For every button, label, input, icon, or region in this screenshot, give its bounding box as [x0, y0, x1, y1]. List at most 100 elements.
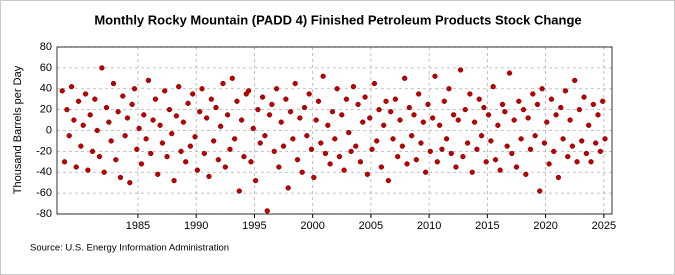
- data-point: [504, 143, 510, 149]
- data-point: [162, 88, 168, 94]
- data-point: [425, 101, 431, 108]
- data-point: [192, 134, 198, 140]
- data-point: [96, 153, 103, 160]
- data-point: [229, 75, 235, 81]
- data-point: [306, 91, 312, 97]
- data-point: [593, 140, 599, 146]
- data-point: [304, 133, 310, 139]
- data-point: [134, 146, 140, 152]
- data-point: [278, 119, 284, 125]
- y-tick-label: 20: [40, 104, 52, 116]
- data-point: [383, 98, 389, 104]
- data-point: [315, 98, 322, 104]
- data-point: [122, 133, 128, 139]
- data-point: [497, 167, 503, 173]
- data-point: [248, 159, 254, 165]
- data-point: [208, 96, 214, 102]
- data-point: [187, 143, 194, 149]
- data-point: [346, 129, 352, 136]
- data-point: [297, 115, 303, 121]
- data-point: [64, 106, 70, 113]
- data-point: [602, 136, 608, 142]
- data-point: [204, 115, 210, 121]
- data-point: [381, 122, 387, 128]
- data-point: [523, 171, 529, 177]
- data-point: [565, 153, 571, 160]
- data-point: [502, 109, 508, 115]
- y-axis-title: Thousand Barrels per Day: [12, 65, 24, 194]
- data-point: [194, 167, 201, 173]
- data-point: [595, 112, 601, 118]
- data-point: [101, 169, 107, 175]
- data-point: [350, 84, 357, 90]
- data-point: [206, 173, 212, 180]
- data-point: [266, 112, 273, 118]
- data-point: [127, 180, 133, 186]
- data-point: [527, 146, 534, 152]
- data-point: [525, 115, 531, 121]
- data-point: [66, 133, 72, 139]
- data-point: [68, 84, 75, 90]
- data-point: [532, 133, 538, 139]
- data-point: [511, 117, 517, 123]
- data-point: [341, 167, 347, 173]
- data-point: [71, 117, 77, 123]
- data-point: [257, 140, 263, 146]
- data-point: [271, 148, 277, 155]
- data-point: [327, 161, 333, 167]
- data-point: [520, 106, 527, 113]
- data-point: [185, 100, 191, 107]
- data-point: [94, 127, 100, 134]
- data-point: [273, 86, 280, 92]
- data-point: [586, 122, 592, 128]
- data-point: [485, 112, 492, 118]
- data-point: [374, 138, 380, 144]
- data-point: [325, 122, 331, 128]
- data-point: [238, 117, 245, 123]
- data-point: [574, 159, 580, 165]
- data-point: [150, 117, 156, 123]
- data-point: [495, 122, 501, 128]
- data-point: [129, 101, 135, 108]
- data-point: [220, 80, 226, 87]
- x-tick-label: 2010: [417, 220, 441, 232]
- data-point: [453, 164, 459, 170]
- data-point: [579, 138, 585, 144]
- data-point: [141, 112, 147, 118]
- data-point: [332, 136, 338, 142]
- data-point: [103, 104, 110, 111]
- data-point: [143, 136, 149, 142]
- y-tick-label: 0: [46, 124, 52, 136]
- data-point: [201, 150, 207, 157]
- data-point: [464, 140, 471, 146]
- data-point: [509, 150, 515, 157]
- data-point: [420, 119, 426, 125]
- data-point: [245, 88, 252, 94]
- data-point: [413, 157, 419, 163]
- data-point: [483, 159, 489, 165]
- data-point: [82, 91, 89, 97]
- data-point: [471, 119, 478, 125]
- data-point: [429, 115, 436, 121]
- data-point: [411, 112, 417, 118]
- data-point: [371, 80, 378, 87]
- data-point: [478, 133, 485, 139]
- data-point: [530, 91, 536, 97]
- data-point: [457, 67, 464, 73]
- data-point: [290, 136, 296, 142]
- data-point: [59, 88, 65, 94]
- data-point: [439, 146, 445, 152]
- data-point: [250, 125, 256, 132]
- data-point: [211, 138, 217, 144]
- data-point: [441, 98, 447, 104]
- data-point: [131, 86, 138, 92]
- data-point: [476, 96, 482, 102]
- y-tick-label: -60: [36, 187, 52, 199]
- data-point: [213, 104, 219, 111]
- data-point: [166, 106, 173, 113]
- data-point: [292, 80, 298, 87]
- data-point: [581, 94, 587, 100]
- data-point: [294, 157, 301, 163]
- data-point: [336, 153, 343, 160]
- data-point: [287, 109, 294, 115]
